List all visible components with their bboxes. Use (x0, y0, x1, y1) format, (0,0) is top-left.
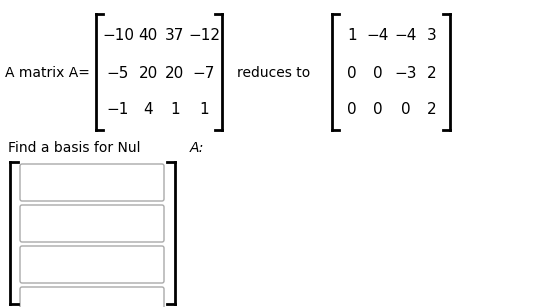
Text: 0: 0 (373, 103, 383, 118)
Text: 40: 40 (138, 28, 158, 42)
Text: 1: 1 (170, 103, 180, 118)
Text: 0: 0 (347, 65, 357, 80)
Text: A matrix A=: A matrix A= (5, 66, 90, 80)
Text: 2: 2 (427, 103, 437, 118)
Text: reduces to: reduces to (237, 66, 310, 80)
Text: 2: 2 (427, 65, 437, 80)
Text: 20: 20 (165, 65, 184, 80)
Text: 0: 0 (401, 103, 411, 118)
FancyBboxPatch shape (20, 205, 164, 242)
Text: 1: 1 (347, 28, 357, 42)
Text: −1: −1 (107, 103, 129, 118)
Text: 0: 0 (347, 103, 357, 118)
Text: A:: A: (190, 141, 205, 155)
Text: −10: −10 (102, 28, 134, 42)
FancyBboxPatch shape (20, 246, 164, 283)
Text: 20: 20 (138, 65, 158, 80)
FancyBboxPatch shape (20, 287, 164, 307)
Text: −3: −3 (395, 65, 417, 80)
Text: 37: 37 (165, 28, 184, 42)
Text: −4: −4 (367, 28, 389, 42)
Text: 4: 4 (143, 103, 153, 118)
Text: 3: 3 (427, 28, 437, 42)
Text: 0: 0 (373, 65, 383, 80)
Text: Find a basis for Nul: Find a basis for Nul (8, 141, 145, 155)
FancyBboxPatch shape (20, 164, 164, 201)
Text: −5: −5 (107, 65, 129, 80)
Text: 1: 1 (199, 103, 209, 118)
Text: −12: −12 (188, 28, 220, 42)
Text: −7: −7 (193, 65, 215, 80)
Text: −4: −4 (395, 28, 417, 42)
